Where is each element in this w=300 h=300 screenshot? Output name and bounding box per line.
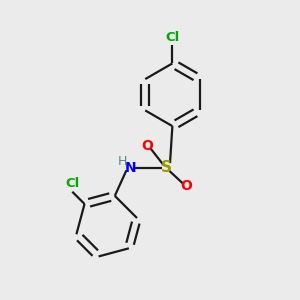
Text: H: H [118,154,127,167]
Text: S: S [161,160,172,175]
Text: O: O [180,179,192,194]
Text: Cl: Cl [165,31,179,44]
Text: Cl: Cl [65,177,80,190]
Text: O: O [142,139,154,152]
Text: N: N [125,161,136,175]
